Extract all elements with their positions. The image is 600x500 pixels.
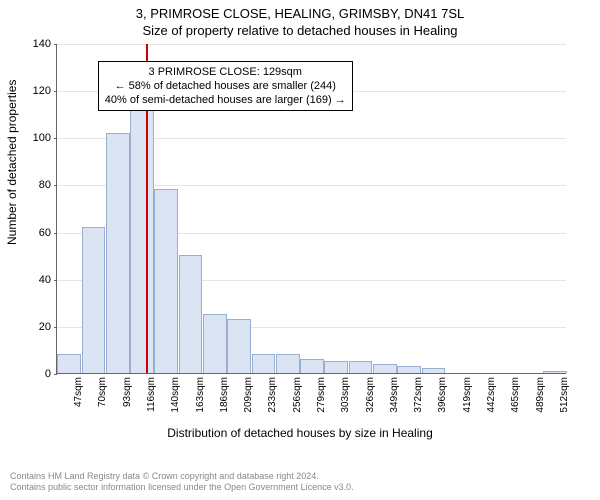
histogram-bar bbox=[203, 314, 227, 373]
x-tick-label: 70sqm bbox=[97, 377, 108, 407]
x-tick-label: 349sqm bbox=[389, 377, 400, 413]
histogram-bar bbox=[422, 368, 446, 373]
x-tick-label: 372sqm bbox=[413, 377, 424, 413]
histogram-bar bbox=[300, 359, 324, 373]
y-tick-label: 140 bbox=[33, 38, 57, 50]
x-tick-label: 512sqm bbox=[559, 377, 570, 413]
histogram-bar bbox=[276, 354, 300, 373]
plot-area: 02040608010012014047sqm70sqm93sqm116sqm1… bbox=[56, 44, 566, 374]
histogram-bar bbox=[179, 255, 203, 373]
x-tick-label: 396sqm bbox=[437, 377, 448, 413]
histogram-bar bbox=[397, 366, 421, 373]
footer-line-1: Contains HM Land Registry data © Crown c… bbox=[10, 471, 354, 483]
y-tick-label: 100 bbox=[33, 132, 57, 144]
histogram-bar bbox=[227, 319, 251, 373]
chart-container: Number of detached properties 0204060801… bbox=[0, 40, 600, 450]
y-tick-label: 0 bbox=[45, 368, 57, 380]
x-tick-label: 419sqm bbox=[462, 377, 473, 413]
histogram-bar bbox=[106, 133, 130, 373]
annotation-line-2: ← 58% of detached houses are smaller (24… bbox=[105, 79, 346, 93]
y-tick-label: 120 bbox=[33, 85, 57, 97]
x-tick-label: 256sqm bbox=[292, 377, 303, 413]
x-tick-label: 326sqm bbox=[365, 377, 376, 413]
chart-title-main: 3, PRIMROSE CLOSE, HEALING, GRIMSBY, DN4… bbox=[0, 0, 600, 21]
x-tick-label: 303sqm bbox=[340, 377, 351, 413]
footer-attribution: Contains HM Land Registry data © Crown c… bbox=[10, 471, 354, 494]
chart-title-sub: Size of property relative to detached ho… bbox=[0, 21, 600, 38]
y-tick-label: 80 bbox=[39, 179, 57, 191]
annotation-line-1: 3 PRIMROSE CLOSE: 129sqm bbox=[105, 65, 346, 79]
y-tick-label: 40 bbox=[39, 274, 57, 286]
x-tick-label: 465sqm bbox=[510, 377, 521, 413]
histogram-bar bbox=[57, 354, 81, 373]
y-tick-label: 60 bbox=[39, 227, 57, 239]
histogram-bar bbox=[154, 189, 178, 373]
x-tick-label: 489sqm bbox=[535, 377, 546, 413]
histogram-bar bbox=[373, 364, 397, 373]
y-tick-label: 20 bbox=[39, 321, 57, 333]
annotation-box: 3 PRIMROSE CLOSE: 129sqm ← 58% of detach… bbox=[98, 61, 353, 112]
x-tick-label: 279sqm bbox=[316, 377, 327, 413]
x-tick-label: 163sqm bbox=[195, 377, 206, 413]
histogram-bar bbox=[252, 354, 276, 373]
histogram-bar bbox=[324, 361, 348, 373]
histogram-bar bbox=[130, 102, 154, 373]
x-tick-label: 47sqm bbox=[73, 377, 84, 407]
y-axis-label: Number of detached properties bbox=[5, 80, 19, 245]
x-axis-label: Distribution of detached houses by size … bbox=[0, 426, 600, 440]
x-tick-label: 140sqm bbox=[170, 377, 181, 413]
x-tick-label: 233sqm bbox=[267, 377, 278, 413]
gridline bbox=[57, 44, 566, 45]
x-tick-label: 116sqm bbox=[146, 377, 157, 412]
histogram-bar bbox=[82, 227, 106, 373]
x-tick-label: 442sqm bbox=[486, 377, 497, 413]
x-tick-label: 93sqm bbox=[122, 377, 133, 407]
histogram-bar bbox=[543, 371, 567, 373]
histogram-bar bbox=[349, 361, 373, 373]
footer-line-2: Contains public sector information licen… bbox=[10, 482, 354, 494]
x-tick-label: 209sqm bbox=[243, 377, 254, 413]
annotation-line-3: 40% of semi-detached houses are larger (… bbox=[105, 93, 346, 107]
x-tick-label: 186sqm bbox=[219, 377, 230, 413]
